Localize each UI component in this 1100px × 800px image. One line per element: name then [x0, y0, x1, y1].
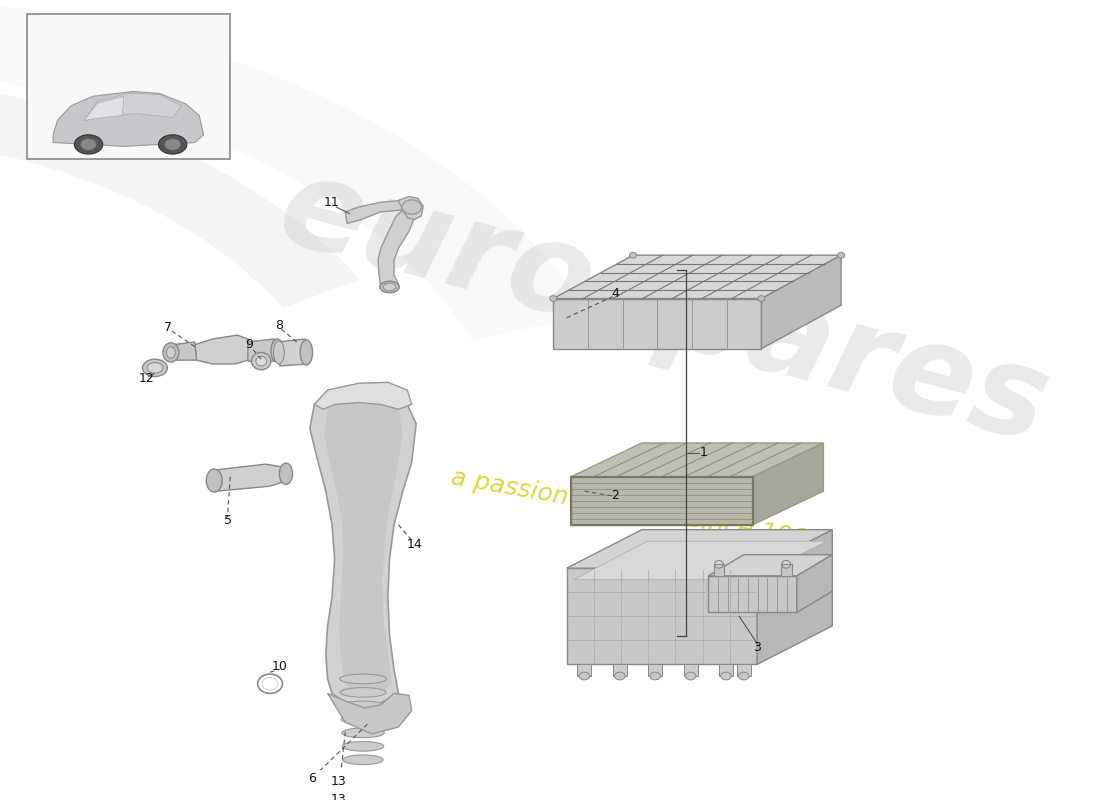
Polygon shape	[248, 339, 276, 361]
Ellipse shape	[384, 283, 396, 291]
Ellipse shape	[342, 742, 384, 751]
Ellipse shape	[75, 135, 102, 154]
Polygon shape	[345, 200, 416, 289]
Ellipse shape	[271, 339, 284, 362]
Bar	[26, 14, 230, 159]
Text: 4: 4	[612, 287, 619, 300]
Polygon shape	[53, 91, 204, 146]
Ellipse shape	[300, 340, 312, 365]
Polygon shape	[708, 576, 796, 613]
Polygon shape	[315, 382, 411, 410]
Ellipse shape	[252, 353, 271, 370]
Polygon shape	[574, 542, 827, 580]
Ellipse shape	[579, 672, 590, 680]
Ellipse shape	[629, 252, 637, 258]
Text: eurospares: eurospares	[266, 147, 1062, 469]
Ellipse shape	[402, 200, 421, 214]
Polygon shape	[761, 255, 842, 349]
Polygon shape	[719, 665, 733, 676]
Polygon shape	[0, 0, 588, 340]
Text: 12: 12	[139, 372, 154, 385]
Ellipse shape	[343, 755, 383, 765]
Polygon shape	[737, 665, 751, 676]
Ellipse shape	[341, 714, 385, 724]
Polygon shape	[195, 335, 252, 364]
Polygon shape	[566, 530, 833, 568]
Polygon shape	[279, 339, 308, 366]
Polygon shape	[84, 94, 182, 120]
Polygon shape	[613, 665, 627, 676]
Ellipse shape	[340, 687, 386, 698]
Text: 1: 1	[700, 446, 707, 459]
Ellipse shape	[147, 362, 163, 373]
Text: 8: 8	[275, 319, 283, 332]
Ellipse shape	[738, 672, 749, 680]
Polygon shape	[553, 255, 842, 298]
Polygon shape	[708, 554, 833, 576]
Text: 9: 9	[245, 338, 254, 351]
Polygon shape	[683, 665, 697, 676]
Text: 13: 13	[330, 775, 346, 789]
Polygon shape	[84, 96, 124, 120]
Text: 2: 2	[612, 490, 619, 502]
Polygon shape	[328, 694, 411, 734]
Ellipse shape	[163, 343, 179, 362]
Ellipse shape	[342, 728, 384, 738]
Ellipse shape	[837, 252, 845, 258]
Text: 11: 11	[324, 196, 340, 209]
Ellipse shape	[256, 356, 266, 366]
Ellipse shape	[158, 135, 187, 154]
Polygon shape	[0, 77, 360, 392]
Polygon shape	[398, 197, 424, 219]
Polygon shape	[310, 383, 416, 708]
Polygon shape	[781, 564, 792, 576]
Ellipse shape	[274, 341, 284, 364]
Ellipse shape	[650, 672, 660, 680]
Polygon shape	[796, 554, 833, 613]
Ellipse shape	[758, 296, 764, 302]
Ellipse shape	[166, 346, 175, 358]
Text: 13: 13	[330, 793, 346, 800]
Polygon shape	[173, 342, 197, 360]
Ellipse shape	[720, 672, 732, 680]
Text: 10: 10	[272, 660, 288, 673]
Polygon shape	[752, 443, 824, 525]
Text: a passion for parts since 1985: a passion for parts since 1985	[450, 466, 826, 555]
Text: 5: 5	[223, 514, 231, 526]
Text: 3: 3	[754, 641, 761, 654]
Ellipse shape	[685, 672, 696, 680]
Polygon shape	[648, 665, 662, 676]
Ellipse shape	[341, 701, 385, 710]
Ellipse shape	[143, 359, 167, 377]
Ellipse shape	[379, 281, 399, 293]
Polygon shape	[216, 464, 285, 491]
Polygon shape	[566, 568, 757, 665]
Ellipse shape	[80, 138, 97, 150]
Polygon shape	[571, 443, 824, 477]
Ellipse shape	[165, 138, 180, 150]
Ellipse shape	[550, 296, 557, 302]
Polygon shape	[553, 298, 761, 349]
Ellipse shape	[207, 469, 222, 492]
Polygon shape	[571, 477, 752, 525]
Polygon shape	[578, 665, 592, 676]
Ellipse shape	[279, 463, 293, 484]
Polygon shape	[714, 564, 724, 576]
Polygon shape	[324, 395, 403, 698]
Text: 7: 7	[164, 321, 173, 334]
Text: 6: 6	[308, 772, 316, 785]
Text: 14: 14	[407, 538, 422, 550]
Polygon shape	[757, 530, 833, 665]
Ellipse shape	[340, 674, 386, 684]
Ellipse shape	[615, 672, 625, 680]
